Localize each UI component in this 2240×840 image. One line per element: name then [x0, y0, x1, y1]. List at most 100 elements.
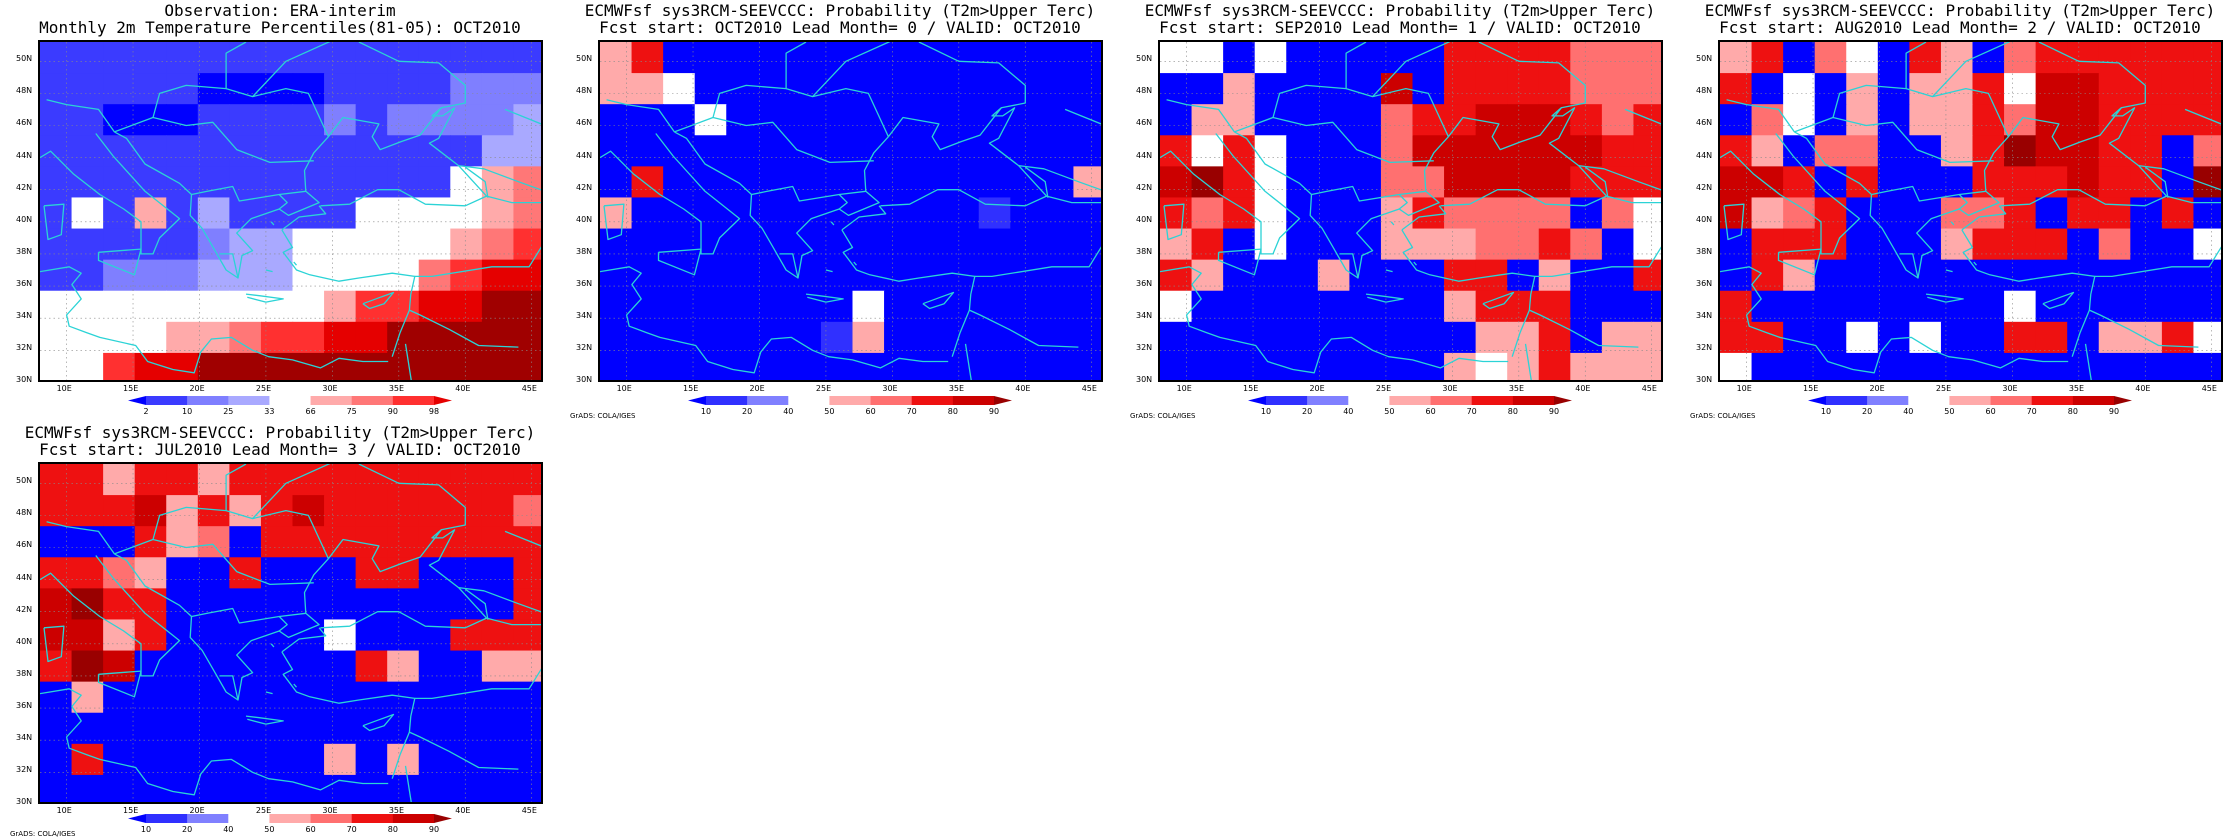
grid-cell: [1223, 352, 1256, 380]
coastline: [1529, 309, 1639, 348]
grid-cell: [513, 650, 541, 683]
grid-cell: [71, 495, 104, 527]
coastline: [657, 248, 702, 276]
grid-cell: [1814, 73, 1847, 105]
colorbar-segment: [1471, 396, 1514, 405]
grid-cell: [1570, 166, 1603, 199]
grid-cell: [2067, 197, 2100, 230]
grid-cell: [1223, 135, 1256, 167]
grid-cell: [103, 464, 136, 496]
grid-cell: [1010, 228, 1043, 261]
grid-cell: [387, 290, 420, 323]
grid-cell: [1160, 259, 1193, 292]
colorbar-segment: [2031, 396, 2074, 405]
grid-cell: [1475, 42, 1508, 74]
grid-cell: [387, 259, 420, 292]
grid-cell: [229, 135, 262, 167]
grid-cell: [324, 352, 357, 380]
grid-cell: [387, 321, 420, 354]
coastline: [785, 42, 807, 89]
lat-tick-label: 44N: [16, 572, 33, 582]
coastline: [40, 555, 181, 677]
grid-cell: [1412, 42, 1445, 74]
lon-tick-label: 30E: [882, 384, 898, 393]
grid-cell: [2130, 104, 2163, 136]
grid-cell: [418, 352, 451, 380]
grid-cell: [355, 321, 388, 354]
grid-cell: [134, 197, 167, 230]
grid-cell: [947, 228, 980, 261]
grid-cell: [1041, 228, 1075, 261]
coastline: [812, 42, 891, 98]
lat-tick-label: 32N: [1136, 343, 1153, 353]
grid-cell: [166, 619, 199, 652]
colorbar-tick-label: 60: [865, 407, 876, 416]
grid-cell: [355, 42, 388, 74]
grid-cell: [1041, 290, 1075, 323]
grid-cell: [789, 73, 822, 105]
colorbar-tick-label: 40: [783, 407, 794, 416]
lon-tick-label: 20E: [749, 384, 765, 393]
colorbar: 2 10 25 33 66 75 90 98: [128, 396, 452, 418]
grid-cell: [103, 588, 136, 621]
grid-cell: [1601, 321, 1635, 354]
grid-cell: [2035, 259, 2068, 292]
grid-cell: [481, 104, 515, 136]
grid-cell: [726, 352, 759, 380]
grid-cell: [292, 104, 325, 136]
coastline: [245, 293, 284, 303]
lat-tick-label: 32N: [1696, 343, 1713, 353]
grid-cell: [1783, 290, 1816, 323]
lat-tick-label: 30N: [16, 375, 33, 385]
grid-cell: [1349, 42, 1382, 74]
grid-cell: [292, 681, 325, 714]
coastline: [1217, 248, 1262, 276]
lat-tick-label: 40N: [576, 214, 593, 224]
grid-cell: [2067, 73, 2100, 105]
grid-cell: [1073, 135, 1101, 167]
lon-tick-label: 10E: [616, 384, 632, 393]
coastline: [2084, 343, 2092, 380]
colorbar-segment: [1826, 396, 1868, 405]
grid-cell: [1940, 104, 1974, 136]
lat-tick-label: 38N: [1696, 246, 1713, 256]
grid-cell: [726, 166, 759, 199]
grid-cell: [2161, 73, 2195, 105]
colorbar-segment: [1307, 396, 1349, 405]
grid-cell: [355, 712, 388, 745]
grid-cell: [71, 197, 104, 230]
lat-tick-label: 38N: [576, 246, 593, 256]
grid-cell: [1349, 321, 1382, 354]
grid-cell: [229, 166, 262, 199]
grid-cell: [1814, 135, 1847, 167]
coastline: [219, 675, 239, 701]
grid-cell: [2004, 321, 2037, 354]
grid-cell: [166, 557, 199, 589]
grid-cell: [1191, 290, 1224, 323]
grid-cell: [1010, 135, 1043, 167]
grid-cell: [166, 290, 199, 323]
grid-cell: [1538, 352, 1571, 380]
grid-cell: [450, 290, 483, 323]
coastline: [265, 691, 273, 695]
grid-cell: [40, 650, 73, 683]
colorbar-segment: [146, 396, 188, 405]
lon-tick-label: 15E: [683, 384, 699, 393]
coastline: [1973, 261, 1977, 266]
grid-cell: [1444, 104, 1477, 136]
grid-cell: [1286, 259, 1319, 292]
colorbar-tick-label: 50: [1384, 407, 1395, 416]
grid-cell: [2067, 104, 2100, 136]
grid-cell: [2098, 197, 2131, 230]
grid-cell: [884, 321, 917, 354]
coastline: [252, 42, 331, 98]
panel-observation: Observation: ERA-interim Monthly 2m Temp…: [10, 0, 550, 420]
grid-cell: [1940, 166, 1974, 199]
grid-cell: [2098, 166, 2131, 199]
grid-cell: [324, 166, 357, 199]
grid-cell: [726, 197, 759, 230]
colorbar-tick-label: 60: [1985, 407, 1996, 416]
coastline: [219, 253, 239, 279]
colorbar-segment: [788, 396, 830, 405]
grid-cell: [40, 73, 73, 105]
